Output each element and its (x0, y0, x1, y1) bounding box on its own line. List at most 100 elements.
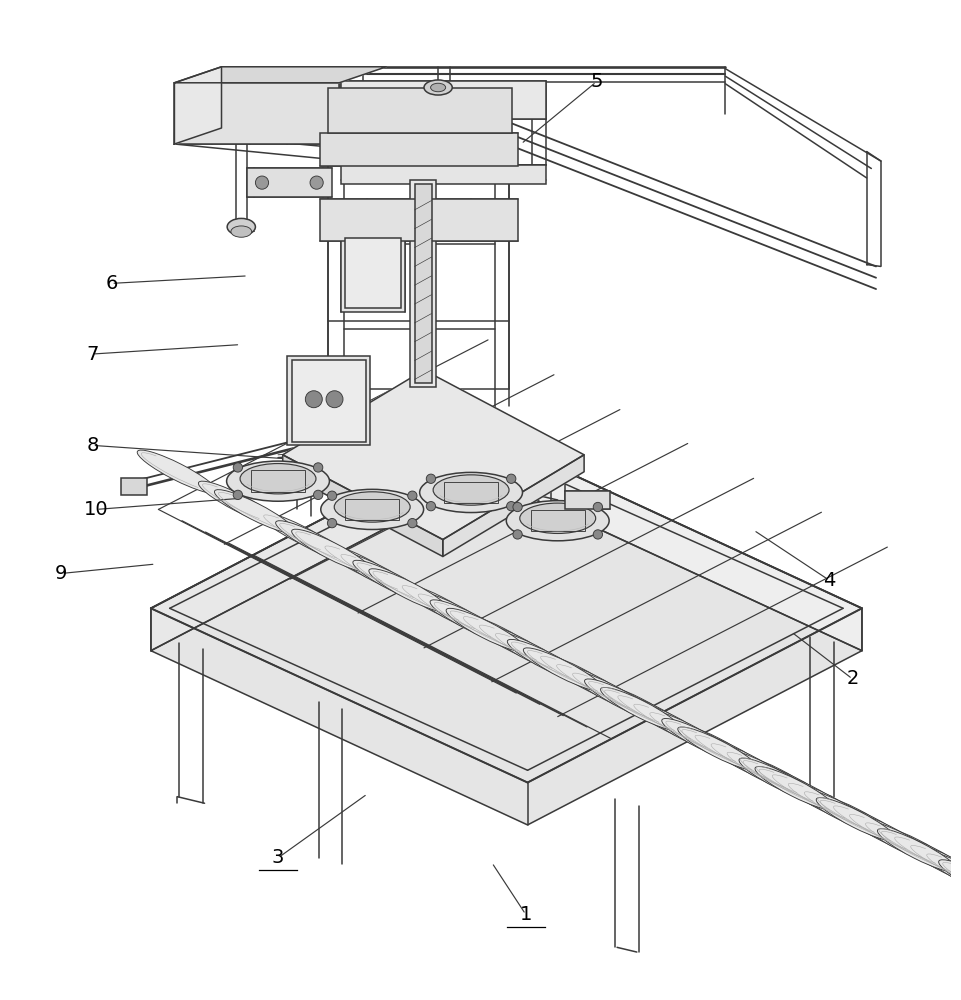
Ellipse shape (569, 670, 649, 714)
Polygon shape (151, 476, 862, 825)
Text: 2: 2 (847, 669, 859, 688)
Circle shape (313, 463, 323, 472)
Ellipse shape (520, 503, 596, 533)
Text: 5: 5 (590, 72, 603, 91)
Ellipse shape (846, 812, 925, 855)
Ellipse shape (598, 685, 678, 728)
Ellipse shape (334, 492, 410, 522)
Ellipse shape (240, 464, 316, 494)
Text: 3: 3 (272, 848, 284, 867)
Circle shape (234, 463, 242, 472)
Circle shape (513, 530, 522, 539)
Text: 7: 7 (86, 345, 99, 364)
Circle shape (407, 518, 417, 528)
Ellipse shape (736, 755, 816, 799)
Ellipse shape (691, 733, 771, 776)
Circle shape (306, 391, 322, 408)
Ellipse shape (553, 662, 632, 705)
Ellipse shape (662, 718, 742, 762)
Ellipse shape (877, 829, 957, 872)
Text: 8: 8 (86, 436, 99, 455)
Ellipse shape (752, 764, 832, 807)
Ellipse shape (784, 781, 864, 824)
Circle shape (328, 491, 336, 500)
Ellipse shape (646, 710, 726, 753)
Ellipse shape (227, 218, 256, 235)
Ellipse shape (398, 583, 479, 626)
Ellipse shape (227, 461, 330, 501)
Ellipse shape (768, 772, 849, 816)
Ellipse shape (231, 226, 252, 237)
Ellipse shape (198, 481, 279, 524)
Ellipse shape (476, 622, 555, 666)
Ellipse shape (337, 552, 417, 595)
Ellipse shape (424, 80, 453, 95)
Bar (444, 482, 498, 503)
Ellipse shape (291, 529, 372, 573)
Circle shape (313, 490, 323, 500)
Ellipse shape (353, 560, 433, 604)
Bar (175, 83, 339, 144)
Ellipse shape (433, 475, 509, 505)
Polygon shape (443, 455, 584, 557)
Ellipse shape (420, 472, 523, 513)
Ellipse shape (801, 789, 880, 832)
Ellipse shape (601, 687, 680, 731)
Bar (530, 510, 584, 531)
Ellipse shape (723, 750, 803, 793)
Bar (121, 478, 147, 495)
Ellipse shape (829, 803, 909, 847)
Ellipse shape (259, 512, 340, 556)
Circle shape (506, 474, 516, 483)
Ellipse shape (276, 521, 356, 564)
Ellipse shape (739, 758, 819, 801)
Ellipse shape (678, 727, 758, 770)
Circle shape (506, 502, 516, 511)
Circle shape (427, 502, 435, 511)
Bar (341, 165, 547, 184)
Ellipse shape (707, 741, 787, 784)
Ellipse shape (675, 724, 755, 767)
Ellipse shape (214, 490, 294, 533)
Bar (345, 499, 399, 520)
Circle shape (326, 391, 343, 408)
Ellipse shape (536, 654, 617, 697)
Ellipse shape (506, 501, 609, 541)
Circle shape (427, 474, 435, 483)
Ellipse shape (414, 591, 494, 635)
Ellipse shape (431, 600, 510, 643)
Ellipse shape (137, 450, 217, 493)
Ellipse shape (584, 679, 665, 722)
Circle shape (328, 518, 336, 528)
Polygon shape (151, 434, 862, 783)
Ellipse shape (431, 83, 446, 92)
Polygon shape (485, 434, 862, 651)
Ellipse shape (524, 648, 604, 691)
Text: 10: 10 (84, 500, 109, 519)
Ellipse shape (321, 543, 401, 587)
Circle shape (593, 502, 603, 512)
Circle shape (593, 530, 603, 539)
Ellipse shape (459, 614, 539, 657)
Bar (341, 234, 406, 312)
Ellipse shape (939, 860, 961, 903)
Ellipse shape (816, 798, 897, 841)
Circle shape (256, 176, 269, 189)
Ellipse shape (861, 820, 942, 864)
Polygon shape (283, 455, 443, 557)
Bar (565, 491, 610, 509)
Ellipse shape (321, 489, 424, 529)
Ellipse shape (875, 826, 954, 869)
Bar (414, 184, 431, 383)
Circle shape (513, 502, 522, 512)
Ellipse shape (923, 851, 961, 895)
Ellipse shape (491, 631, 572, 674)
Bar (409, 180, 436, 387)
Circle shape (407, 491, 417, 500)
Circle shape (310, 176, 323, 189)
Text: 1: 1 (520, 905, 531, 924)
Ellipse shape (755, 767, 835, 810)
Text: 9: 9 (55, 564, 67, 583)
Text: 4: 4 (823, 571, 835, 590)
Ellipse shape (891, 834, 961, 878)
